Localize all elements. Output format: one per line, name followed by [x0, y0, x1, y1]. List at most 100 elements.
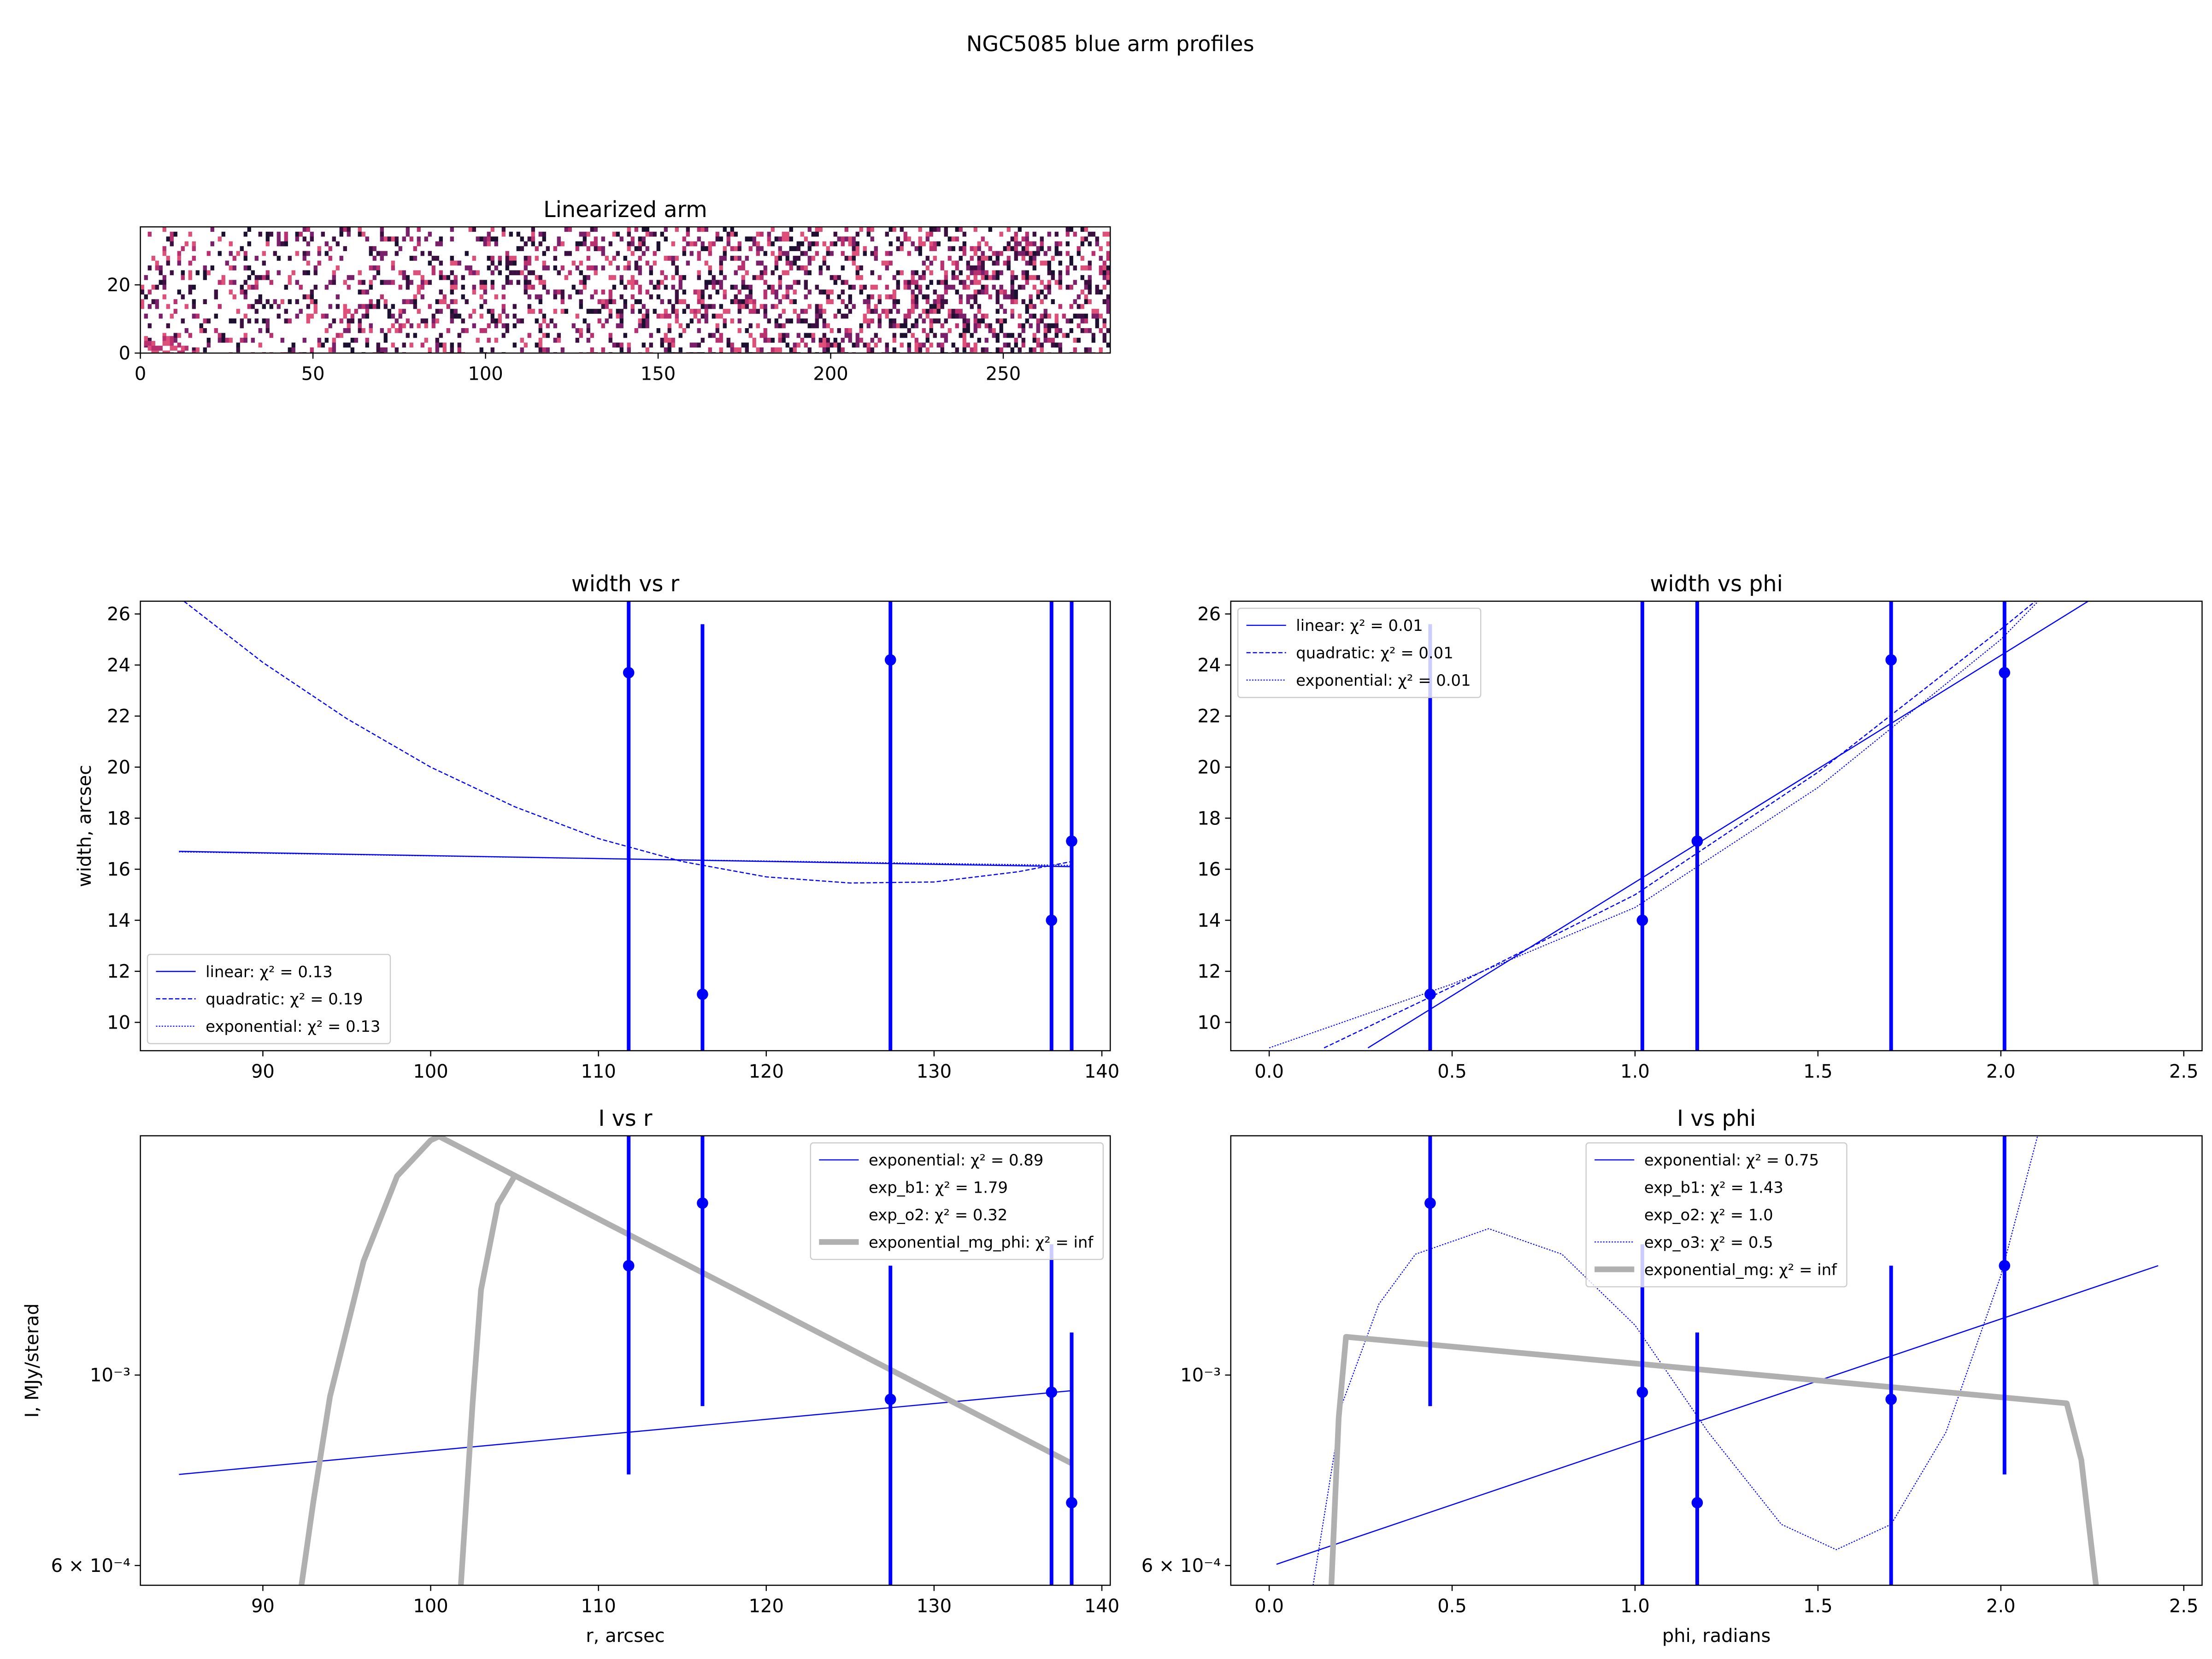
image-pixel [918, 241, 922, 247]
image-pixel [188, 231, 192, 237]
image-pixel [826, 299, 830, 304]
image-pixel [490, 256, 494, 261]
image-pixel [564, 251, 568, 256]
image-pixel [962, 241, 966, 247]
image-pixel [653, 284, 657, 290]
image-pixel [616, 313, 620, 319]
image-pixel [708, 246, 712, 251]
image-pixel [310, 313, 314, 319]
image-pixel [944, 280, 948, 285]
image-pixel [785, 318, 789, 324]
image-pixel [818, 265, 823, 271]
image-pixel [756, 275, 760, 280]
image-pixel [1080, 328, 1084, 333]
image-pixel [848, 256, 852, 261]
image-pixel [1106, 328, 1110, 333]
image-pixel [841, 251, 845, 256]
y-tick-label: 26 [107, 604, 130, 625]
image-pixel [166, 350, 170, 353]
image-pixel [995, 256, 1000, 261]
image-pixel [494, 241, 498, 247]
image-pixel [1054, 333, 1059, 338]
image-pixel [1003, 260, 1007, 266]
image-pixel [229, 265, 233, 271]
image-pixel [203, 318, 207, 324]
fit-line [183, 601, 1072, 884]
image-pixel [675, 294, 679, 300]
image-pixel [896, 299, 900, 304]
image-pixel [335, 241, 340, 247]
image-pixel [671, 304, 675, 309]
image-pixel [723, 256, 727, 261]
image-pixel [276, 304, 281, 309]
image-pixel [693, 313, 697, 319]
image-pixel [1032, 241, 1036, 247]
image-pixel [793, 256, 797, 261]
image-pixel [531, 227, 535, 232]
image-pixel [162, 333, 166, 338]
data-point [1066, 1497, 1077, 1509]
image-pixel [520, 347, 524, 353]
image-pixel [1014, 337, 1018, 343]
image-pixel [520, 236, 524, 241]
image-pixel [276, 241, 281, 247]
image-pixel [944, 284, 948, 290]
image-pixel [1040, 241, 1044, 247]
image-pixel [568, 270, 572, 276]
image-pixel [1095, 241, 1099, 247]
image-pixel [752, 342, 756, 348]
image-pixel [376, 342, 380, 348]
image-pixel [833, 313, 837, 319]
y-tick-label: 14 [1197, 910, 1221, 931]
image-pixel [693, 289, 697, 295]
image-pixel [811, 256, 815, 261]
image-pixel [955, 309, 959, 314]
image-pixel [206, 251, 211, 256]
image-pixel [184, 328, 188, 333]
image-pixel [616, 323, 620, 329]
image-pixel [586, 256, 590, 261]
image-pixel [984, 275, 988, 280]
legend-label: exp_o2: χ² = 1.0 [1644, 1206, 1773, 1224]
image-pixel [715, 323, 719, 329]
image-pixel [619, 275, 624, 280]
image-pixel [151, 346, 155, 351]
image-pixel [218, 251, 222, 256]
image-pixel [723, 309, 727, 314]
image-pixel [667, 256, 671, 261]
image-pixel [350, 337, 354, 343]
image-pixel [140, 299, 144, 304]
image-pixel [494, 294, 498, 300]
image-pixel [461, 328, 465, 333]
image-pixel [376, 347, 380, 353]
image-pixel [689, 241, 694, 247]
image-pixel [848, 333, 852, 338]
image-pixel [258, 299, 262, 304]
image-pixel [159, 346, 163, 351]
image-pixel [512, 260, 517, 266]
image-pixel [852, 246, 856, 251]
y-tick-label: 12 [107, 961, 130, 982]
image-pixel [892, 333, 896, 338]
image-pixel [900, 270, 904, 276]
image-pixel [369, 280, 373, 285]
image-pixel [641, 251, 646, 256]
image-pixel [973, 270, 977, 276]
image-pixel [763, 294, 767, 300]
image-pixel [335, 304, 340, 309]
image-pixel [151, 341, 155, 346]
image-pixel [553, 256, 557, 261]
image-pixel [339, 333, 343, 338]
image-pixel [700, 299, 705, 304]
y-tick-label: 10⁻³ [90, 1365, 130, 1386]
image-pixel [992, 284, 996, 290]
image-pixel [236, 347, 240, 353]
image-pixel [1054, 246, 1059, 251]
image-pixel [774, 323, 778, 329]
image-pixel [453, 313, 458, 319]
image-pixel [490, 227, 494, 232]
image-pixel [741, 265, 745, 271]
image-pixel [1040, 347, 1044, 353]
image-pixel [903, 236, 907, 241]
image-pixel [568, 251, 572, 256]
